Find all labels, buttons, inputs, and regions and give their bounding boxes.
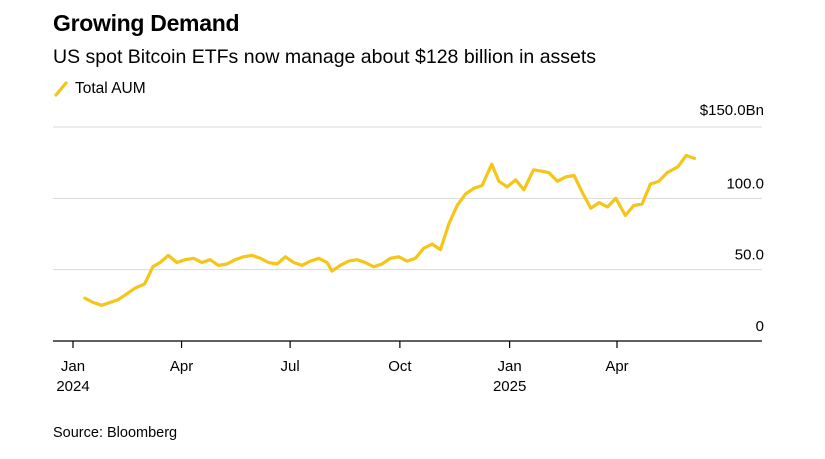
legend-label: Total AUM (75, 80, 146, 97)
y-tick-label: 50.0 (735, 247, 764, 264)
chart-title: Growing Demand (53, 10, 240, 36)
source-note: Source: Bloomberg (53, 425, 178, 441)
series-line-total-aum (83, 153, 697, 307)
y-tick-label: 0 (756, 318, 764, 335)
chart-subtitle: US spot Bitcoin ETFs now manage about $1… (53, 46, 597, 68)
legend-line-icon (54, 81, 68, 97)
y-tick-label: 100.0 (726, 175, 764, 192)
y-tick-label: $150.0Bn (700, 102, 764, 119)
x-tick-year-label: 2025 (493, 378, 526, 395)
x-tick-label: Jul (281, 358, 300, 375)
x-tick-label: Jan (498, 358, 522, 375)
x-tick-label: Jan (61, 358, 85, 375)
legend: Total AUM (53, 80, 146, 98)
x-tick-label: Oct (388, 358, 412, 375)
x-tick-label: Apr (170, 358, 193, 375)
x-tick-year-label: 2024 (56, 378, 89, 395)
x-tick-label: Apr (605, 358, 628, 375)
